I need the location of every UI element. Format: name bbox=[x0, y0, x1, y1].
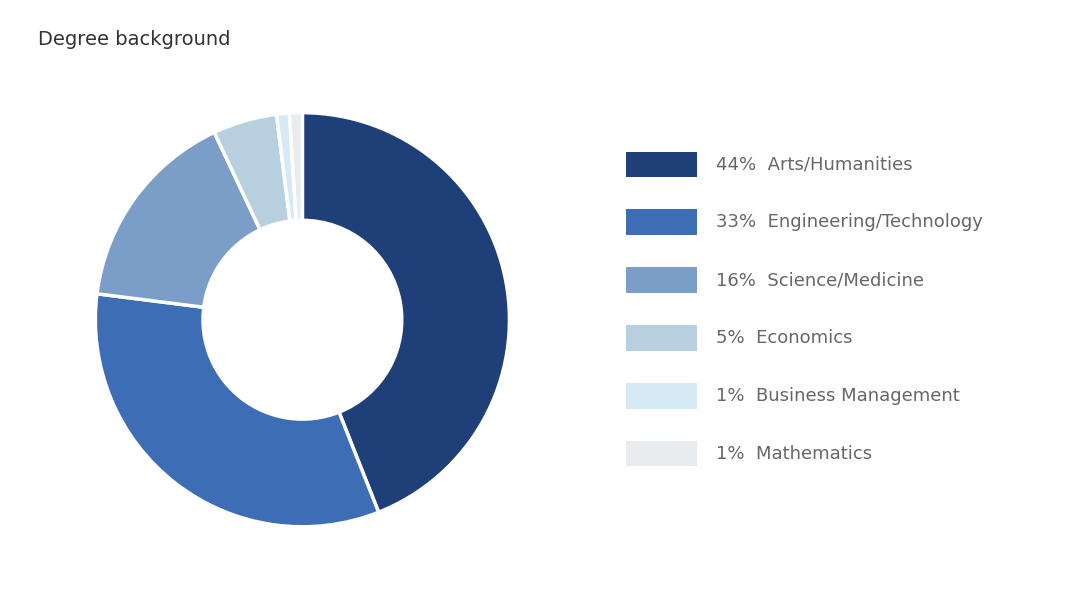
Text: Degree background: Degree background bbox=[38, 30, 230, 49]
Text: 5%  Economics: 5% Economics bbox=[716, 329, 852, 347]
Wedge shape bbox=[302, 113, 510, 512]
Wedge shape bbox=[97, 132, 260, 308]
Text: 1%  Mathematics: 1% Mathematics bbox=[716, 445, 873, 463]
Text: 33%  Engineering/Technology: 33% Engineering/Technology bbox=[716, 213, 983, 231]
Wedge shape bbox=[289, 113, 302, 220]
Text: 16%  Science/Medicine: 16% Science/Medicine bbox=[716, 271, 924, 289]
Wedge shape bbox=[214, 114, 289, 230]
Text: 1%  Business Management: 1% Business Management bbox=[716, 387, 960, 405]
Wedge shape bbox=[95, 294, 379, 527]
Text: 44%  Arts/Humanities: 44% Arts/Humanities bbox=[716, 155, 913, 174]
Wedge shape bbox=[276, 113, 296, 221]
